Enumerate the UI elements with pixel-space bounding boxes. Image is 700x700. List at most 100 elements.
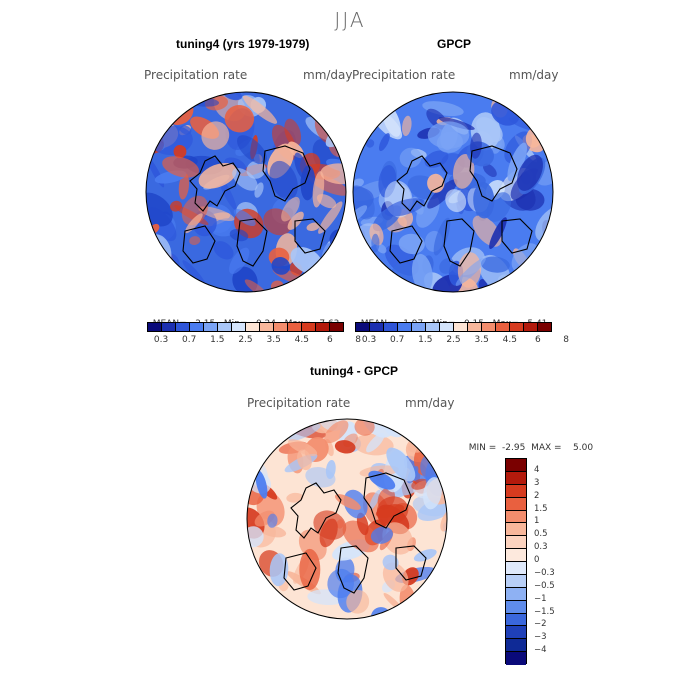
field-blob: [354, 419, 375, 436]
field-blob: [162, 156, 200, 178]
colorbar-ticks-model: 0.3 0.7 1.5 2.5 3.5 4.5 6 8: [147, 335, 361, 347]
colorbar-swatch: [506, 484, 526, 498]
field-blob: [334, 494, 361, 510]
field-blob: [146, 274, 166, 291]
colorbar-ticks-diff: 4 3 2 1.5 1 0.5 0.3 0 −0.3 −0.5 −1 −1.5 −2 −3 −4: [534, 458, 574, 664]
field-blob: [294, 152, 309, 180]
coastline: [182, 225, 216, 264]
variable-label-diff: Precipitation rate: [247, 396, 351, 410]
colorbar-tick-label: 1: [534, 516, 540, 527]
field-blob: [483, 163, 497, 178]
coastline: [337, 545, 369, 594]
map-outline: [246, 418, 448, 620]
field-blob: [427, 173, 445, 193]
colorbar-swatch: [454, 323, 468, 331]
field-blob: [399, 147, 422, 168]
field-blob: [353, 205, 368, 225]
field-blob: [297, 92, 306, 106]
polar-map-obs: [352, 91, 554, 293]
colorbar-tick-label: 6: [535, 335, 541, 345]
coastline: [294, 218, 326, 254]
field-blob: [411, 253, 433, 292]
colorbar-swatch: [506, 536, 526, 550]
colorbar-tick-label: −3: [534, 632, 547, 643]
field-blob: [384, 198, 425, 217]
field-blob: [439, 451, 447, 471]
colorbar-swatch: [506, 613, 526, 627]
field-blob: [229, 247, 250, 274]
field-blob: [148, 269, 176, 292]
field-blob: [417, 598, 447, 619]
colorbar-swatch: [506, 587, 526, 601]
field-blob: [327, 568, 355, 599]
colorbar-diff: [505, 458, 527, 665]
coastline: [283, 552, 317, 591]
field-blob: [258, 595, 276, 619]
field-blob: [316, 94, 335, 104]
panel-title-model: tuning4 (yrs 1979-1979): [176, 37, 310, 51]
colorbar-tick-label: 0.3: [361, 335, 377, 345]
colorbar-tick-label: 8: [355, 335, 361, 345]
figure-title: JJA: [334, 8, 366, 32]
field-blob: [237, 135, 267, 164]
field-blob: [440, 508, 447, 532]
colorbar-tick-label: 3: [534, 477, 540, 488]
field-blob: [146, 255, 155, 263]
field-blob: [306, 222, 320, 231]
min-value: -2.95: [502, 443, 526, 453]
field-blob: [377, 487, 395, 510]
colorbar-tick-label: 4.5: [294, 335, 309, 345]
field-blob: [182, 260, 206, 286]
coastline: [189, 155, 241, 212]
colorbar-swatch: [190, 323, 204, 331]
field-blob: [538, 237, 553, 262]
field-blob: [185, 213, 203, 234]
field-blob: [229, 228, 249, 242]
colorbar-ticks-obs: 0.3 0.7 1.5 2.5 3.5 4.5 6 8: [355, 335, 569, 347]
colorbar-tick-label: 0.7: [182, 335, 197, 345]
map-outline: [145, 91, 347, 293]
field-blob: [198, 162, 237, 189]
colorbar-tick-label: 4: [534, 464, 540, 475]
field-blob: [260, 606, 282, 619]
field-blob: [222, 92, 243, 101]
colorbar-obs: [355, 322, 552, 332]
field-blob: [247, 595, 275, 619]
colorbar-swatch: [506, 652, 526, 665]
field-blob: [336, 519, 344, 529]
units-label-obs: mm/day: [509, 68, 559, 82]
colorbar-swatch: [468, 323, 482, 331]
colorbar-swatch: [538, 323, 551, 331]
colorbar-tick-label: 1.5: [210, 335, 225, 345]
colorbar-swatch: [506, 574, 526, 588]
field-blob: [146, 192, 173, 227]
field-blob: [250, 572, 264, 584]
colorbar-tick-label: −1: [534, 593, 547, 604]
colorbar-tick-label: 1.5: [418, 335, 433, 345]
field-blob: [532, 103, 551, 116]
field-blob: [286, 492, 304, 503]
field-blob: [312, 171, 325, 208]
polar-map-model: [145, 91, 347, 293]
colorbar-swatch: [440, 323, 454, 331]
colorbar-tick-label: 2.5: [238, 335, 253, 345]
colorbar-swatch: [370, 323, 384, 331]
field-blob: [246, 160, 266, 179]
field-blob: [533, 284, 553, 292]
field-blob: [353, 178, 364, 188]
field-blob: [445, 189, 467, 213]
map-outline: [352, 91, 554, 293]
field-blob: [170, 200, 182, 212]
colorbar-swatch: [330, 323, 343, 331]
colorbar-swatch: [176, 323, 190, 331]
colorbar-swatch: [288, 323, 302, 331]
field-blob: [411, 478, 429, 490]
field-blob: [342, 520, 379, 553]
colorbar-swatch: [232, 323, 246, 331]
coastline: [290, 482, 342, 539]
field-blob: [507, 92, 526, 104]
colorbar-swatch: [506, 549, 526, 562]
field-blob: [319, 518, 338, 548]
field-blob: [367, 270, 383, 291]
field-blob: [453, 154, 475, 189]
